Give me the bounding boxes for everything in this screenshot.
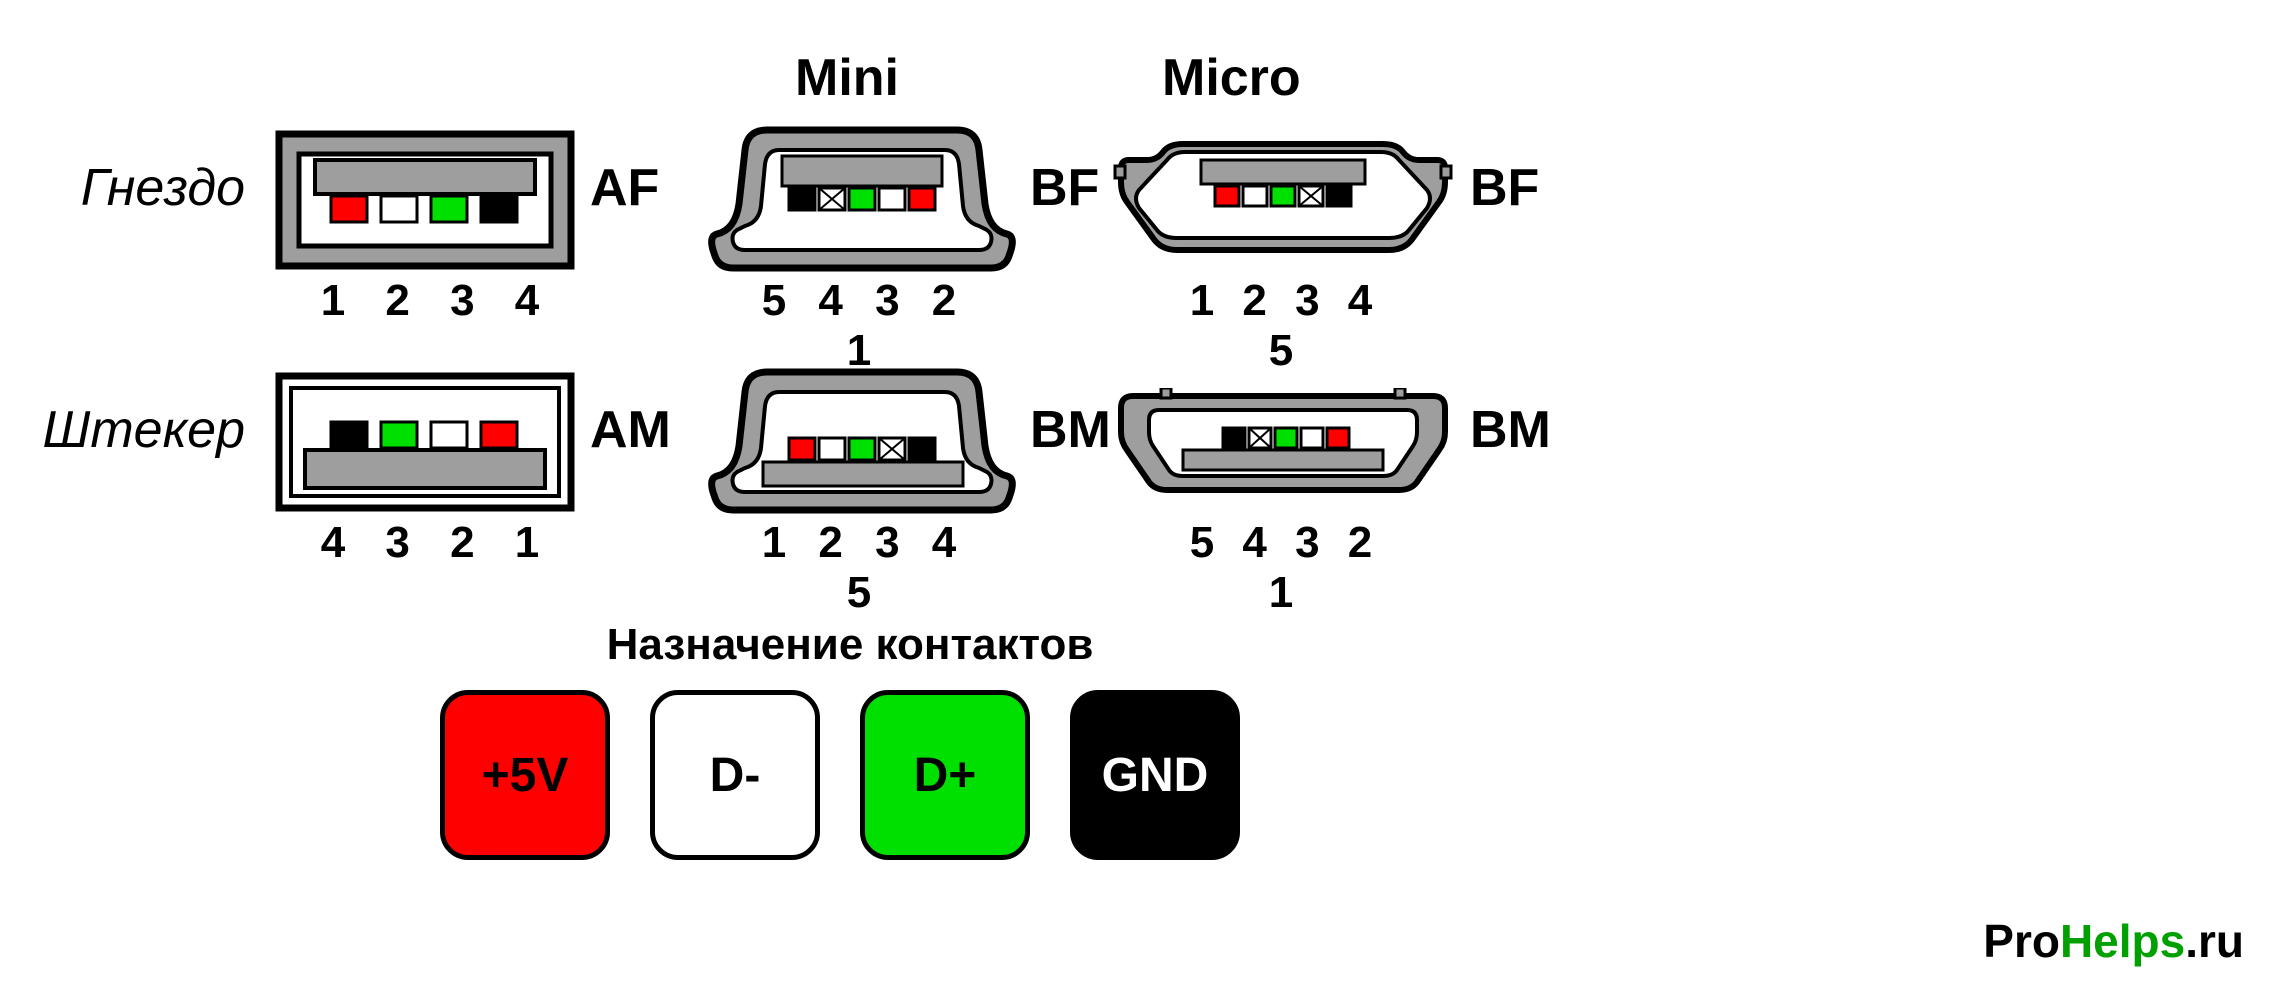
legend-dplus: D+	[860, 690, 1030, 860]
watermark-helps: Helps	[2060, 915, 2185, 967]
label-mini-bm: BM	[1030, 400, 1111, 460]
pins-micro-bf: 1 2 3 4 5	[1170, 276, 1400, 376]
legend-row: +5V D- D+ GND	[440, 690, 1240, 860]
connector-mini-bm	[707, 362, 1017, 517]
connector-af	[275, 130, 575, 270]
row-label-socket: Гнездо	[15, 158, 245, 218]
label-micro-bm: BM	[1470, 400, 1551, 460]
connector-am	[275, 372, 575, 512]
pins-am: 4 3 2 1	[317, 518, 557, 568]
connector-mini-bf	[707, 120, 1017, 275]
label-mini-bf: BF	[1030, 158, 1099, 218]
legend-gnd: GND	[1070, 690, 1240, 860]
legend-dminus: D-	[650, 690, 820, 860]
watermark: ProHelps.ru	[1983, 914, 2244, 968]
header-mini: Mini	[795, 48, 899, 108]
connector-micro-bf	[1113, 138, 1453, 258]
legend-title: Назначение контактов	[550, 620, 1150, 670]
pins-mini-bf: 5 4 3 2 1	[744, 276, 984, 376]
pins-micro-bm: 5 4 3 2 1	[1170, 518, 1400, 618]
label-am: AM	[590, 400, 671, 460]
watermark-pro: Pro	[1983, 915, 2060, 967]
legend-5v: +5V	[440, 690, 610, 860]
pins-mini-bm: 1 2 3 4 5	[744, 518, 984, 618]
connector-micro-bm	[1113, 388, 1453, 498]
pins-af: 1 2 3 4	[317, 276, 557, 326]
header-micro: Micro	[1162, 48, 1301, 108]
label-micro-bf: BF	[1470, 158, 1539, 218]
label-af: AF	[590, 158, 659, 218]
row-label-plug: Штекер	[15, 400, 245, 460]
watermark-ru: .ru	[2185, 915, 2244, 967]
